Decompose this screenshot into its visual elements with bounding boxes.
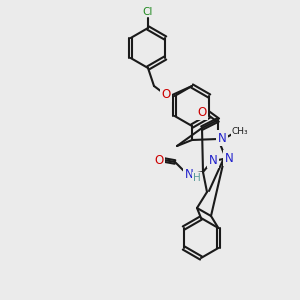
Text: N: N bbox=[208, 154, 217, 166]
Text: N: N bbox=[184, 167, 194, 181]
Text: Cl: Cl bbox=[143, 7, 153, 17]
Text: H: H bbox=[193, 173, 201, 183]
Text: N: N bbox=[218, 131, 226, 145]
Text: O: O bbox=[197, 106, 207, 118]
Text: O: O bbox=[154, 154, 164, 166]
Text: N: N bbox=[225, 152, 233, 164]
Text: O: O bbox=[161, 88, 171, 100]
Text: CH₃: CH₃ bbox=[232, 128, 248, 136]
